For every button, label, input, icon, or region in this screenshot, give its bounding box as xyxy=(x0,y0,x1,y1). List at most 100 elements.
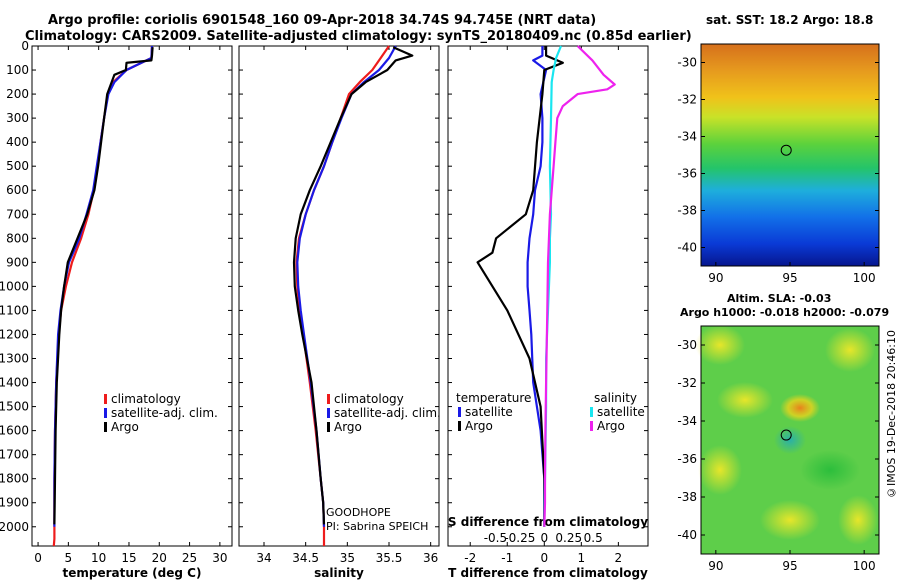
sla-cool-eddy xyxy=(774,426,806,454)
program-annotation: GOODHOPE xyxy=(326,506,391,519)
sla-green-patch xyxy=(800,450,860,490)
depth-tick-label: 1000 xyxy=(0,279,29,293)
x-tick-label: 0 xyxy=(540,551,548,565)
depth-tick-label: 500 xyxy=(6,159,29,173)
depth-tick-label: 600 xyxy=(6,183,29,197)
lon-tick-label: 90 xyxy=(708,271,723,285)
plot-frame xyxy=(31,45,233,547)
x-tick-label: 25 xyxy=(182,551,197,565)
legend-swatch xyxy=(104,394,107,404)
lat-tick-label: -40 xyxy=(677,528,697,542)
depth-tick-label: 1200 xyxy=(0,327,29,341)
depth-tick-label: 400 xyxy=(6,135,29,149)
sla-map-title: Altim. SLA: -0.03 xyxy=(727,292,832,305)
x-tick-label: -1 xyxy=(501,551,513,565)
depth-tick-label: 2000 xyxy=(0,520,29,534)
depth-tick-label: 1600 xyxy=(0,424,29,438)
s-diff-tick-label: -0.5 xyxy=(484,531,507,545)
x-tick-label: 2 xyxy=(615,551,623,565)
series-line xyxy=(292,46,414,525)
lat-tick-label: -30 xyxy=(677,338,697,352)
plot-frame xyxy=(447,45,649,547)
depth-tick-label: 300 xyxy=(6,111,29,125)
depth-tick-label: 1700 xyxy=(0,448,29,462)
legend-label: satellite xyxy=(597,405,645,419)
sla-yellow-patch xyxy=(717,382,773,418)
legend-label: Argo xyxy=(465,419,493,433)
sst-map-field xyxy=(701,44,879,266)
legend-swatch xyxy=(327,394,330,404)
depth-tick-label: 100 xyxy=(6,63,29,77)
s-diff-tick-label: 0 xyxy=(540,531,548,545)
lat-tick-label: -40 xyxy=(677,241,697,255)
depth-tick-label: 1500 xyxy=(0,400,29,414)
depth-tick-label: 1800 xyxy=(0,472,29,486)
sla-warm-eddy xyxy=(780,394,820,422)
sla-yellow-patch xyxy=(825,328,875,372)
x-tick-label: 10 xyxy=(91,551,106,565)
x-axis-label: salinity xyxy=(314,566,364,580)
lon-tick-label: 100 xyxy=(853,559,876,573)
legend-swatch xyxy=(104,422,107,432)
sla-map xyxy=(695,325,880,555)
legend-label: climatology xyxy=(334,392,404,406)
sla-map-subtitle: Argo h1000: -0.018 h2000: -0.079 xyxy=(680,306,890,319)
lon-tick-label: 95 xyxy=(782,271,797,285)
legend-swatch xyxy=(590,421,593,431)
sst-map-title: sat. SST: 18.2 Argo: 18.8 xyxy=(706,13,874,27)
legend-swatch xyxy=(458,421,461,431)
plot-frame xyxy=(238,45,440,547)
legend-swatch xyxy=(327,408,330,418)
lon-tick-label: 100 xyxy=(853,271,876,285)
depth-tick-label: 1400 xyxy=(0,376,29,390)
x-tick-label: 35.5 xyxy=(376,551,403,565)
sla-yellow-patch xyxy=(838,495,878,545)
sla-yellow-patch xyxy=(760,500,820,540)
depth-tick-label: 900 xyxy=(6,255,29,269)
map-axes: -30 -32 -34 -36 -38 -40 90 95 100 -30 -32 -34 -36 -38… xyxy=(677,56,879,573)
lat-tick-label: -34 xyxy=(677,414,697,428)
x-tick-label: 34 xyxy=(256,551,271,565)
s-diff-tick-label: 0.5 xyxy=(584,531,603,545)
depth-tick-label: 1100 xyxy=(0,303,29,317)
lon-tick-label: 90 xyxy=(708,559,723,573)
lat-tick-label: -32 xyxy=(677,93,697,107)
x-tick-label: 0 xyxy=(34,551,42,565)
lat-tick-label: -36 xyxy=(677,452,697,466)
depth-tick-label: 1900 xyxy=(0,496,29,510)
sla-yellow-patch xyxy=(695,325,745,365)
x-tick-label: 36 xyxy=(423,551,438,565)
legend-label: climatology xyxy=(111,392,181,406)
lat-tick-label: -32 xyxy=(677,376,697,390)
legend-label: satellite-adj. clim. xyxy=(111,406,218,420)
series-line xyxy=(295,45,390,546)
legend-swatch xyxy=(104,408,107,418)
lat-tick-label: -30 xyxy=(677,56,697,70)
x-tick-label: 1 xyxy=(578,551,586,565)
legend-swatch xyxy=(458,407,461,417)
depth-tick-label: 800 xyxy=(6,231,29,245)
x-axis-label: temperature (deg C) xyxy=(63,566,202,580)
depth-tick-label: 1300 xyxy=(0,352,29,366)
difference-panel: -2 -1 0 1 2T difference from climatology -0.5… xyxy=(447,45,649,580)
pi-annotation: PI: Sabrina SPEICH xyxy=(326,520,428,533)
legend-heading-salinity: salinity xyxy=(594,391,637,405)
s-diff-axis-label: S difference from climatology xyxy=(448,515,648,529)
series-line xyxy=(543,45,616,527)
legend-label: satellite xyxy=(465,405,513,419)
sst-map xyxy=(700,43,880,267)
legend-label: Argo xyxy=(111,420,139,434)
series-line xyxy=(296,45,397,527)
salinity-panel: 34 34.5 35 35.5 36 salinity climatologysatelli… xyxy=(238,45,441,580)
series-line xyxy=(53,47,154,525)
s-diff-tick-label: 0.25 xyxy=(555,531,582,545)
lat-tick-label: -38 xyxy=(677,204,697,218)
figure-title-line1: Argo profile: coriolis 6901548_160 09-Ap… xyxy=(48,13,597,28)
s-diff-tick-label: -0.25 xyxy=(504,531,535,545)
lon-tick-label: 95 xyxy=(782,559,797,573)
x-axis-label: T difference from climatology xyxy=(448,566,648,580)
lat-tick-label: -36 xyxy=(677,167,697,181)
x-tick-label: 5 xyxy=(65,551,73,565)
figure-title-line2: Climatology: CARS2009. Satellite-adjuste… xyxy=(25,29,692,44)
